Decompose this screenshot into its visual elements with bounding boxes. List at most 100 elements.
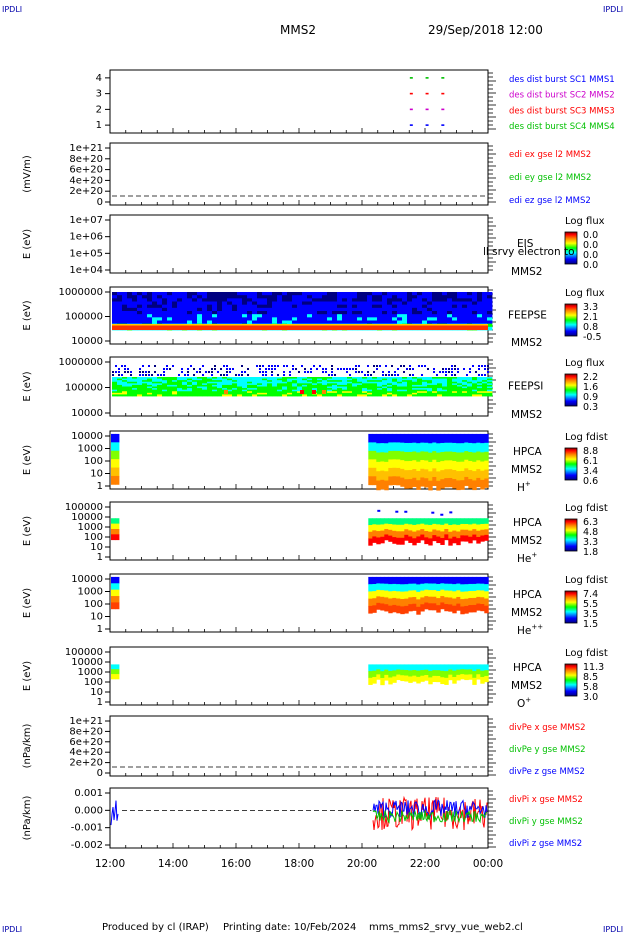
feepsi-cell (182, 388, 188, 391)
feepsi-cell (462, 389, 468, 392)
feepsi-cell (167, 381, 173, 384)
feepsi-cell (347, 386, 353, 389)
feepsi-cell (442, 380, 448, 383)
feepse-cell (187, 295, 193, 299)
feepse-cell (147, 295, 153, 299)
feepse-cell (292, 298, 298, 302)
feepsi-cell (277, 383, 283, 386)
feepsi-cell (442, 384, 448, 387)
feepsi-cell (427, 394, 433, 397)
hpca-cell (416, 461, 421, 472)
feepse-cell (477, 320, 483, 325)
hpca-cell (392, 576, 397, 585)
feepsi-cell (292, 386, 298, 389)
hpca-cell (400, 442, 405, 452)
feepse-cell (297, 301, 303, 306)
feepsi-cell (177, 380, 183, 383)
feepsi-cell (147, 377, 153, 379)
feepsi-noise (328, 374, 330, 376)
feepsi-cell (337, 380, 343, 383)
hpca-cell (452, 536, 457, 544)
feepse-cell (477, 314, 483, 318)
feepse-cell (442, 301, 448, 306)
hpca-cell (452, 470, 457, 480)
burst-mark (409, 77, 413, 79)
feepsi-cell (247, 391, 253, 394)
feepsi-cell (167, 380, 173, 383)
hpca-cell (432, 476, 437, 486)
feepsi-cell (197, 389, 203, 392)
feepsi-cell (137, 378, 143, 381)
feepse-cell (432, 301, 438, 306)
feepse-cell (347, 301, 353, 306)
colorbar-tick-label: 2.2 (583, 372, 598, 383)
feepse-cell (417, 295, 423, 299)
feepse-cell (432, 295, 438, 299)
feepse-cell (202, 298, 208, 302)
hpca-cell (396, 450, 401, 460)
hpca-cell (384, 583, 389, 591)
feepse-cell (467, 295, 473, 299)
y-tick-label: 10000 (71, 574, 103, 585)
feepsi-cell (407, 392, 413, 395)
hpca-cell (376, 576, 381, 584)
feepse-cell (192, 292, 198, 296)
feepsi-cell (227, 383, 233, 386)
feepsi-cell (287, 381, 293, 384)
species-name: He (517, 625, 531, 637)
feepsi-cell (447, 392, 453, 395)
feepsi-cell (187, 391, 193, 394)
feepse-cell (272, 317, 278, 321)
feepsi-cell (282, 384, 288, 387)
feepsi-noise (187, 368, 189, 370)
feepsi-cell (417, 388, 423, 391)
feepsi-cell (397, 377, 403, 379)
feepse-cell (112, 295, 118, 299)
hpca-cell (460, 452, 465, 463)
feepse-cell (137, 298, 143, 302)
hpca-cell (376, 443, 381, 453)
feepse-cell (392, 317, 398, 321)
feepsi-cell (477, 378, 483, 381)
feepse-cell (422, 301, 428, 306)
feepse-cell (297, 314, 303, 318)
feepsi-cell (332, 381, 338, 384)
feepsi-cell (432, 389, 438, 392)
feepsi-cell (237, 392, 243, 395)
feepsi-cell (197, 378, 203, 381)
feepsi-cell (167, 388, 173, 391)
feepse-cell (232, 320, 238, 325)
feepsi-noise (355, 365, 357, 367)
feepsi-cell (322, 380, 328, 383)
feepsi-cell (212, 392, 218, 395)
feepse-cell (482, 304, 488, 309)
feepse-cell (242, 292, 248, 296)
feepsi-cell (342, 384, 348, 387)
hpca-cell (396, 459, 401, 469)
feepsi-cell (477, 388, 483, 391)
feepsi-noise (442, 371, 444, 373)
feepsi-noise (226, 374, 228, 376)
hpca-cell (115, 534, 120, 541)
feepse-cell (452, 307, 458, 312)
feepsi-cell (367, 392, 373, 395)
feepse-cell (167, 320, 173, 325)
feepsi-cell (297, 388, 303, 391)
feepsi-cell (427, 380, 433, 383)
hpca-cell (368, 538, 373, 546)
hpca-cell (436, 471, 441, 482)
feepse-cell (182, 314, 188, 318)
hpca-cell (384, 576, 389, 585)
feepsi-cell (317, 380, 323, 383)
legend-entry: edi ez gse l2 MMS2 (509, 196, 591, 206)
feepsi-cell (157, 378, 163, 381)
hpca-cell (376, 583, 381, 591)
feepse-cell (342, 317, 348, 321)
feepsi-noise (433, 368, 435, 370)
feepse-cell (382, 307, 388, 312)
feepse-cell (212, 311, 218, 315)
hpca-cell (384, 480, 389, 491)
feepsi-cell (267, 388, 273, 391)
feepse-cell (132, 295, 138, 299)
feepse-cell (412, 307, 418, 312)
